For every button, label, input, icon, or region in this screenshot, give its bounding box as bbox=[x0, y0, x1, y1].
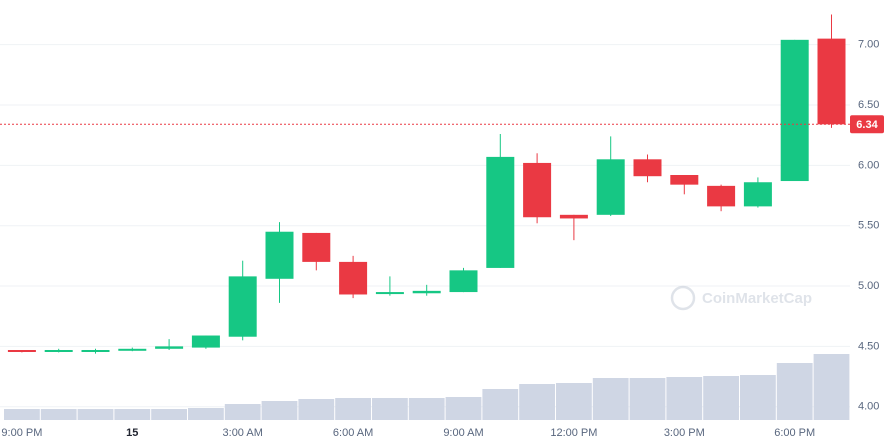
candle-body bbox=[743, 182, 772, 207]
x-tick-label: 6:00 AM bbox=[333, 427, 373, 439]
volume-bar bbox=[703, 376, 739, 420]
candle-body bbox=[155, 346, 184, 349]
candle-body bbox=[596, 159, 625, 215]
current-price-label: 6.34 bbox=[856, 119, 878, 131]
volume-bar bbox=[151, 409, 187, 420]
volume-bar bbox=[445, 397, 482, 420]
candle-body bbox=[339, 261, 368, 295]
candle-body bbox=[118, 348, 147, 351]
volume-bar bbox=[629, 378, 666, 420]
candle-body bbox=[7, 350, 36, 352]
grid bbox=[0, 44, 850, 408]
candle-body bbox=[486, 156, 515, 268]
volume-bar bbox=[813, 354, 850, 420]
volume-bar bbox=[335, 398, 371, 420]
volume-bar bbox=[77, 409, 114, 420]
volume-bar bbox=[592, 378, 629, 420]
volume-bar bbox=[482, 389, 519, 420]
x-tick-label: 9:00 PM bbox=[1, 427, 42, 439]
candle-body bbox=[670, 175, 699, 185]
volume-bar bbox=[666, 377, 703, 420]
current-price-tag bbox=[850, 115, 884, 134]
candle-body bbox=[302, 232, 331, 262]
y-tick-label: 6.00 bbox=[858, 159, 879, 171]
candle-body bbox=[817, 38, 846, 125]
y-tick-label: 7.00 bbox=[858, 39, 879, 51]
watermark-text: CoinMarketCap bbox=[702, 290, 812, 307]
volume-bar bbox=[224, 404, 261, 420]
y-tick-label: 4.50 bbox=[858, 340, 879, 352]
watermark: CoinMarketCap bbox=[670, 285, 812, 311]
volume-bar bbox=[372, 398, 408, 420]
candle-body bbox=[191, 335, 220, 348]
candle-body bbox=[375, 292, 404, 295]
volume-bar bbox=[4, 409, 40, 420]
candle-body bbox=[707, 185, 736, 207]
x-tick-label: 15 bbox=[126, 427, 138, 439]
candle-body bbox=[412, 290, 441, 294]
candle-body bbox=[633, 159, 662, 177]
volume-bar bbox=[740, 375, 776, 420]
candle-body bbox=[265, 231, 294, 279]
y-tick-label: 5.50 bbox=[858, 220, 879, 232]
y-tick-label: 6.50 bbox=[858, 99, 879, 111]
y-tick-label: 4.00 bbox=[858, 401, 879, 413]
volume-bar bbox=[408, 398, 445, 420]
candle-body bbox=[559, 214, 588, 219]
candle-body bbox=[81, 350, 110, 352]
volume-bar bbox=[298, 399, 335, 420]
volume-bar bbox=[519, 384, 555, 420]
candle-body bbox=[780, 39, 809, 182]
x-tick-label: 9:00 AM bbox=[443, 427, 483, 439]
volume-bar bbox=[556, 383, 592, 420]
volume-bar bbox=[776, 363, 813, 420]
candle-body bbox=[449, 270, 478, 293]
candle-body bbox=[523, 162, 552, 218]
watermark-logo bbox=[670, 285, 696, 311]
y-tick-label: 5.00 bbox=[858, 280, 879, 292]
candle-body bbox=[44, 350, 73, 352]
volume-bar bbox=[114, 409, 151, 420]
volume-bar bbox=[261, 401, 298, 420]
x-tick-label: 3:00 AM bbox=[223, 427, 263, 439]
candle-body bbox=[228, 276, 257, 337]
volume-bar bbox=[40, 409, 77, 420]
x-tick-label: 12:00 PM bbox=[550, 427, 597, 439]
x-tick-label: 6:00 PM bbox=[774, 427, 815, 439]
volume-bar bbox=[188, 408, 224, 420]
x-tick-label: 3:00 PM bbox=[664, 427, 705, 439]
